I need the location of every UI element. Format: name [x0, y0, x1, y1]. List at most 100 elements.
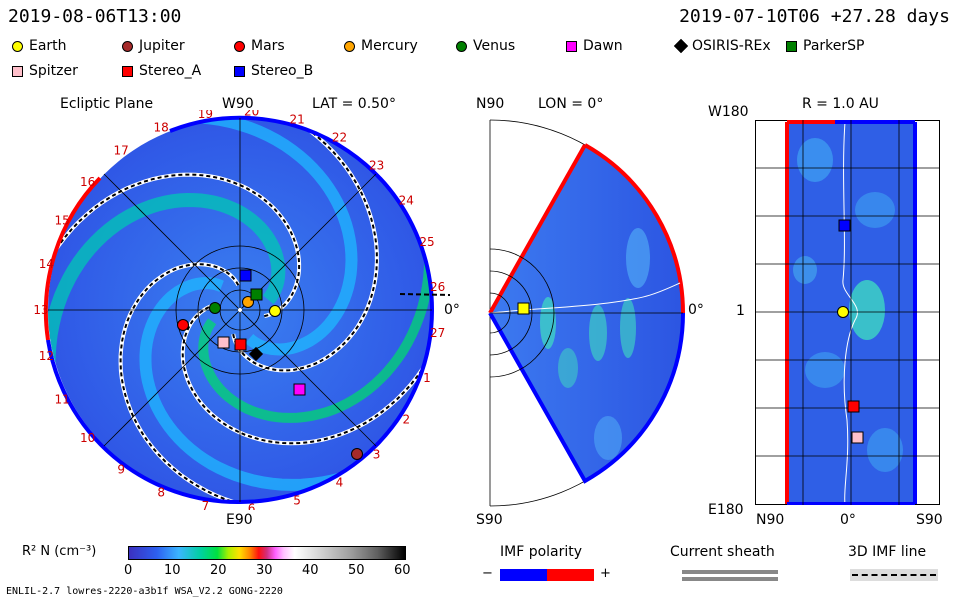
colorbar-tick-20: 20	[210, 563, 227, 578]
carrington-day-tick: 24	[399, 194, 414, 208]
carrington-day-tick: 20	[244, 110, 259, 118]
mars-marker-icon	[234, 40, 245, 52]
radial-stereo-a-marker	[847, 400, 860, 413]
legend-label: Mercury	[361, 38, 418, 54]
radial-top-left-label: W180	[708, 104, 749, 120]
radial-x-left-label: N90	[756, 512, 785, 528]
legend-parkersp: ParkerSP	[786, 38, 864, 54]
model-info-footer: ENLIL-2.7 lowres-2220-a3b1f WSA_V2.2 GON…	[6, 586, 283, 597]
current-sheath-swatch	[682, 570, 778, 574]
reference-date: 2019-07-10T06 +27.28 days	[679, 6, 950, 27]
colorbar-tick-40: 40	[302, 563, 319, 578]
carrington-day-tick: 9	[117, 463, 125, 477]
meridional-plane-plot	[488, 119, 685, 507]
imf-minus-label: −	[482, 566, 493, 581]
legend-label: Venus	[473, 38, 516, 54]
mercury-marker-icon	[344, 40, 355, 52]
carrington-day-tick: 13	[33, 303, 48, 317]
legend-jupiter: Jupiter	[122, 38, 185, 54]
legend-mars: Mars	[234, 38, 285, 54]
carrington-day-tick: 7	[202, 499, 210, 510]
colorbar-tick-60: 60	[394, 563, 411, 578]
ecliptic-right-label: 0°	[444, 302, 460, 318]
ecliptic-top-label: W90	[222, 96, 254, 112]
colorbar-tick-50: 50	[348, 563, 365, 578]
carrington-day-tick: 25	[419, 235, 434, 249]
legend-label: Spitzer	[29, 63, 78, 79]
venus-marker	[209, 302, 221, 314]
meridional-earth-marker	[517, 302, 530, 315]
radial-mid-left-label: 1	[736, 303, 745, 319]
colorbar-tick-10: 10	[164, 563, 181, 578]
meridional-negative-sector	[488, 312, 685, 484]
imf-plus-label: +	[600, 566, 611, 581]
stereo-b-marker	[239, 269, 252, 282]
carrington-day-tick: 18	[154, 120, 169, 134]
osiris-rex-marker	[248, 346, 264, 362]
radial-earth-marker	[837, 306, 849, 318]
carrington-day-tick: 5	[293, 494, 301, 508]
radial-x-mid-label: 0°	[840, 512, 856, 528]
colorbar-tick-0: 0	[124, 563, 133, 578]
carrington-day-tick: 26	[430, 280, 445, 294]
colorbar-tick-30: 30	[256, 563, 273, 578]
radial-imf-line	[842, 121, 858, 505]
legend-label: Jupiter	[139, 38, 185, 54]
radial-structures	[793, 138, 903, 472]
jupiter-marker-icon	[122, 40, 133, 52]
legend-label: Stereo_A	[139, 63, 202, 79]
radial-grid	[755, 120, 940, 505]
spitzer-marker-icon	[12, 65, 23, 77]
imf-positive-sector	[43, 176, 102, 341]
current-sheath-swatch-2	[682, 577, 778, 581]
carrington-day-tick: 17	[114, 143, 129, 157]
meridional-bottom-label: S90	[476, 512, 503, 528]
carrington-day-tick: 4	[336, 475, 344, 489]
legend-spitzer: Spitzer	[12, 63, 78, 79]
stereo-b-marker-icon	[234, 65, 245, 77]
simulation-date: 2019-08-06T13:00	[8, 6, 182, 27]
legend-osiris-rex: OSIRIS-REx	[673, 38, 771, 54]
legend-mercury: Mercury	[344, 38, 418, 54]
legend-dawn: Dawn	[566, 38, 623, 54]
carrington-day-tick: 12	[39, 349, 54, 363]
earth-connector-line	[399, 293, 450, 297]
imf-positive-swatch	[547, 569, 594, 581]
imf-polarity-label: IMF polarity	[500, 544, 583, 560]
spitzer-marker	[217, 336, 230, 349]
ecliptic-title: Ecliptic Plane	[60, 96, 154, 112]
legend-stereo-b: Stereo_B	[234, 63, 313, 79]
legend-venus: Venus	[456, 38, 515, 54]
carrington-day-tick: 27	[430, 326, 445, 340]
mars-marker	[177, 319, 189, 331]
legend-label: Earth	[29, 38, 67, 54]
meridional-positive-edge	[488, 144, 587, 314]
osiris-rex-marker-icon	[673, 38, 689, 54]
sun-marker	[238, 308, 242, 312]
stereo-a-marker-icon	[122, 65, 133, 77]
carrington-day-tick: 15	[55, 214, 70, 228]
venus-marker-icon	[456, 40, 467, 52]
meridional-grid	[489, 248, 683, 378]
legend-earth: Earth	[12, 38, 67, 54]
imf-negative-swatch	[500, 569, 547, 581]
meridional-lon-label: LON = 0°	[538, 96, 604, 112]
carrington-day-tick: 23	[369, 158, 384, 172]
legend-label: Dawn	[583, 38, 623, 54]
legend-label: ParkerSP	[803, 38, 865, 54]
ecliptic-lat-label: LAT = 0.50°	[312, 96, 396, 112]
meridional-positive-sector	[584, 143, 685, 314]
legend-label: OSIRIS-REx	[692, 38, 771, 54]
parkersp-marker	[250, 288, 263, 301]
current-sheath-label: Current sheath	[670, 544, 775, 560]
legend-label: Mars	[251, 38, 285, 54]
carrington-day-tick: 16	[80, 175, 95, 189]
imf-line-swatch	[852, 574, 936, 576]
radial-spitzer-marker	[851, 431, 864, 444]
carrington-day-tick: 10	[80, 431, 95, 445]
radial-x-right-label: S90	[916, 512, 943, 528]
imf-line-label: 3D IMF line	[848, 544, 927, 560]
meridional-right-label: 0°	[688, 302, 704, 318]
